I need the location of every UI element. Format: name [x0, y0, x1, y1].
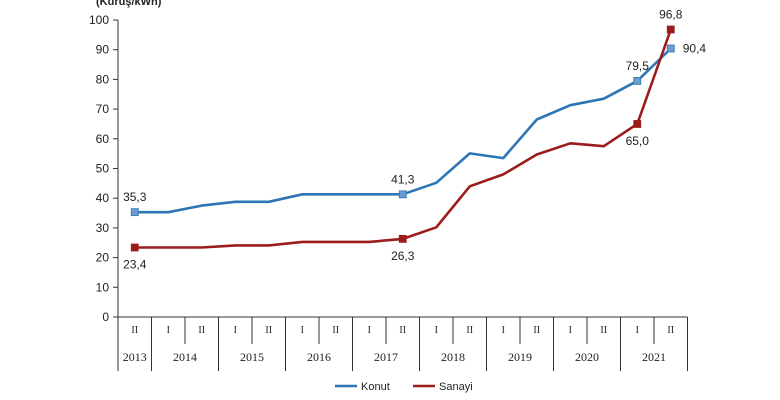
- legend-label-sanayi: Sanayi: [439, 381, 473, 393]
- data-point-konut: [666, 44, 675, 53]
- x-period-label: II: [600, 325, 607, 336]
- y-tick-label: 100: [89, 13, 109, 27]
- data-label-sanayi: 23,4: [123, 258, 147, 272]
- data-label-konut: 35,3: [123, 190, 147, 204]
- x-period-label: I: [502, 325, 505, 336]
- y-tick-label: 40: [96, 191, 110, 205]
- x-period-label: II: [332, 325, 339, 336]
- series-line-sanayi: [134, 29, 673, 249]
- x-year-label: 2013: [123, 350, 147, 364]
- y-tick-label: 20: [96, 251, 110, 265]
- x-period-label: II: [466, 325, 473, 336]
- x-year-label: 2015: [240, 350, 264, 364]
- x-period-label: II: [131, 325, 138, 336]
- data-point-konut: [398, 190, 407, 199]
- y-tick-label: 60: [96, 132, 110, 146]
- series-line-konut: [134, 47, 672, 214]
- data-label-sanayi: 26,3: [391, 249, 415, 263]
- data-label-konut: 79,5: [626, 59, 650, 73]
- y-tick-label: 70: [96, 102, 110, 116]
- series-lines: 35,3 41,3 79,5 90,4 23,4 26,3 65,0 96,8: [123, 8, 706, 272]
- x-period-label: I: [167, 325, 170, 336]
- y-tick-label: 10: [96, 280, 110, 294]
- x-year-label: 2018: [441, 350, 465, 364]
- x-period-label: II: [399, 325, 406, 336]
- x-year-label: 2016: [307, 350, 331, 364]
- x-period-label: II: [198, 325, 205, 336]
- data-label-konut: 41,3: [391, 172, 415, 186]
- y-tick-label: 30: [96, 221, 110, 235]
- data-point-sanayi: [130, 243, 139, 252]
- data-label-sanayi: 65,0: [626, 134, 650, 148]
- x-year-label: 2019: [508, 350, 532, 364]
- x-period-label: I: [435, 325, 438, 336]
- data-point-sanayi: [633, 120, 642, 128]
- x-period-label: I: [301, 325, 304, 336]
- y-tick-label: 0: [102, 310, 109, 324]
- y-tick-label: 80: [96, 72, 110, 86]
- legend: Konut Sanayi: [335, 381, 473, 393]
- data-label-sanayi: 96,8: [659, 8, 683, 22]
- data-label-konut: 90,4: [683, 42, 707, 56]
- y-axis-label: (Kuruş/kWh): [96, 0, 162, 8]
- x-year-label: 2014: [173, 350, 197, 364]
- x-period-label: I: [234, 325, 237, 336]
- y-tick-label: 90: [96, 43, 110, 57]
- x-period-label: II: [533, 325, 540, 336]
- legend-label-konut: Konut: [361, 381, 390, 393]
- x-period-label: II: [667, 325, 674, 336]
- x-period-label: II: [265, 325, 272, 336]
- data-point-sanayi: [398, 234, 407, 243]
- data-point-konut: [130, 208, 139, 217]
- x-period-label: I: [368, 325, 371, 336]
- data-point-konut: [633, 76, 642, 85]
- y-tick-label: 50: [96, 162, 110, 176]
- x-period-label: I: [569, 325, 572, 336]
- x-period-label: I: [636, 325, 639, 336]
- x-year-label: 2021: [642, 350, 666, 364]
- x-year-label: 2020: [575, 350, 599, 364]
- data-point-sanayi: [666, 25, 675, 34]
- x-year-label: 2017: [374, 350, 398, 364]
